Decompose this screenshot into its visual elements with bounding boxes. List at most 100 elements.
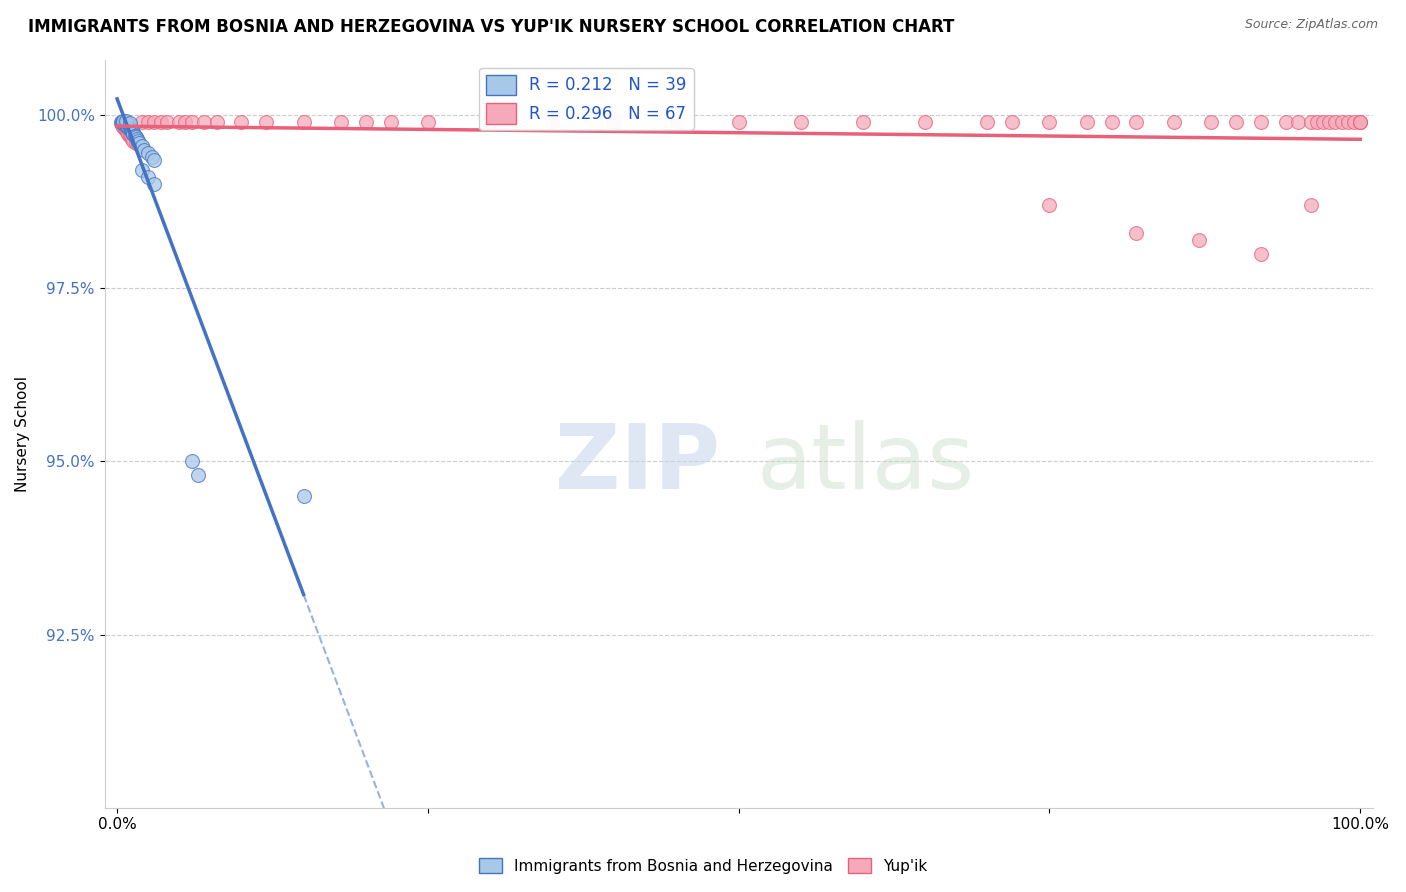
Point bbox=[292, 115, 315, 129]
Point bbox=[1299, 115, 1322, 129]
Point bbox=[205, 115, 228, 129]
Point bbox=[121, 123, 143, 137]
Point bbox=[114, 115, 136, 129]
Point bbox=[149, 115, 172, 129]
Point bbox=[141, 150, 163, 164]
Point bbox=[354, 115, 377, 129]
Point bbox=[416, 115, 439, 129]
Point bbox=[1306, 115, 1329, 129]
Point bbox=[727, 115, 749, 129]
Point bbox=[114, 119, 136, 133]
Point bbox=[1348, 115, 1371, 129]
Point bbox=[1286, 115, 1309, 129]
Point bbox=[131, 139, 153, 153]
Point bbox=[1348, 115, 1371, 129]
Point bbox=[976, 115, 998, 129]
Point bbox=[112, 119, 135, 133]
Point bbox=[1250, 246, 1272, 260]
Text: ZIP: ZIP bbox=[555, 419, 720, 508]
Point bbox=[156, 115, 179, 129]
Point bbox=[136, 115, 159, 129]
Point bbox=[136, 170, 159, 185]
Point bbox=[479, 115, 502, 129]
Point bbox=[114, 123, 136, 137]
Point bbox=[117, 119, 139, 133]
Point bbox=[111, 119, 134, 133]
Point bbox=[1324, 115, 1347, 129]
Point bbox=[1330, 115, 1353, 129]
Point bbox=[1038, 198, 1060, 212]
Point bbox=[110, 116, 132, 130]
Text: Source: ZipAtlas.com: Source: ZipAtlas.com bbox=[1244, 18, 1378, 31]
Point bbox=[122, 134, 145, 148]
Point bbox=[114, 121, 136, 136]
Legend: Immigrants from Bosnia and Herzegovina, Yup'ik: Immigrants from Bosnia and Herzegovina, … bbox=[472, 852, 934, 880]
Point bbox=[1199, 115, 1222, 129]
Point bbox=[231, 115, 253, 129]
Point bbox=[122, 128, 145, 142]
Point bbox=[120, 123, 142, 137]
Point bbox=[114, 113, 136, 128]
Point bbox=[127, 137, 149, 152]
Point bbox=[125, 136, 148, 150]
Point bbox=[131, 115, 153, 129]
Point bbox=[174, 115, 197, 129]
Point bbox=[112, 120, 135, 135]
Point bbox=[1076, 115, 1098, 129]
Y-axis label: Nursery School: Nursery School bbox=[15, 376, 30, 491]
Point bbox=[115, 120, 138, 134]
Point bbox=[118, 128, 141, 143]
Point bbox=[112, 116, 135, 130]
Point bbox=[112, 113, 135, 128]
Point bbox=[117, 127, 139, 141]
Point bbox=[187, 468, 209, 483]
Point bbox=[1225, 115, 1247, 129]
Point bbox=[114, 115, 136, 129]
Text: IMMIGRANTS FROM BOSNIA AND HERZEGOVINA VS YUP'IK NURSERY SCHOOL CORRELATION CHAR: IMMIGRANTS FROM BOSNIA AND HERZEGOVINA V… bbox=[28, 18, 955, 36]
Point bbox=[180, 115, 202, 129]
Point bbox=[118, 121, 141, 136]
Point bbox=[120, 121, 142, 136]
Point bbox=[124, 128, 146, 143]
Legend: R = 0.212   N = 39, R = 0.296   N = 67: R = 0.212 N = 39, R = 0.296 N = 67 bbox=[479, 68, 693, 130]
Point bbox=[112, 115, 135, 129]
Text: atlas: atlas bbox=[756, 419, 974, 508]
Point bbox=[118, 119, 141, 133]
Point bbox=[134, 143, 156, 157]
Point bbox=[120, 130, 142, 145]
Point bbox=[254, 115, 277, 129]
Point bbox=[167, 115, 190, 129]
Point bbox=[1250, 115, 1272, 129]
Point bbox=[1337, 115, 1360, 129]
Point bbox=[1125, 115, 1147, 129]
Point bbox=[115, 125, 138, 139]
Point bbox=[110, 115, 132, 129]
Point bbox=[125, 130, 148, 145]
Point bbox=[121, 125, 143, 139]
Point bbox=[603, 115, 626, 129]
Point bbox=[125, 132, 148, 146]
Point bbox=[1188, 233, 1211, 247]
Point bbox=[1348, 115, 1371, 129]
Point bbox=[380, 115, 402, 129]
Point bbox=[111, 115, 134, 129]
Point bbox=[117, 120, 139, 135]
Point bbox=[852, 115, 875, 129]
Point bbox=[143, 115, 166, 129]
Point bbox=[118, 116, 141, 130]
Point bbox=[1317, 115, 1340, 129]
Point bbox=[180, 454, 202, 468]
Point bbox=[329, 115, 352, 129]
Point bbox=[115, 119, 138, 133]
Point bbox=[136, 146, 159, 161]
Point bbox=[131, 163, 153, 178]
Point bbox=[143, 153, 166, 167]
Point bbox=[541, 115, 564, 129]
Point bbox=[128, 136, 150, 150]
Point bbox=[122, 125, 145, 139]
Point bbox=[914, 115, 936, 129]
Point bbox=[1001, 115, 1024, 129]
Point bbox=[121, 132, 143, 146]
Point bbox=[127, 134, 149, 148]
Point bbox=[1163, 115, 1185, 129]
